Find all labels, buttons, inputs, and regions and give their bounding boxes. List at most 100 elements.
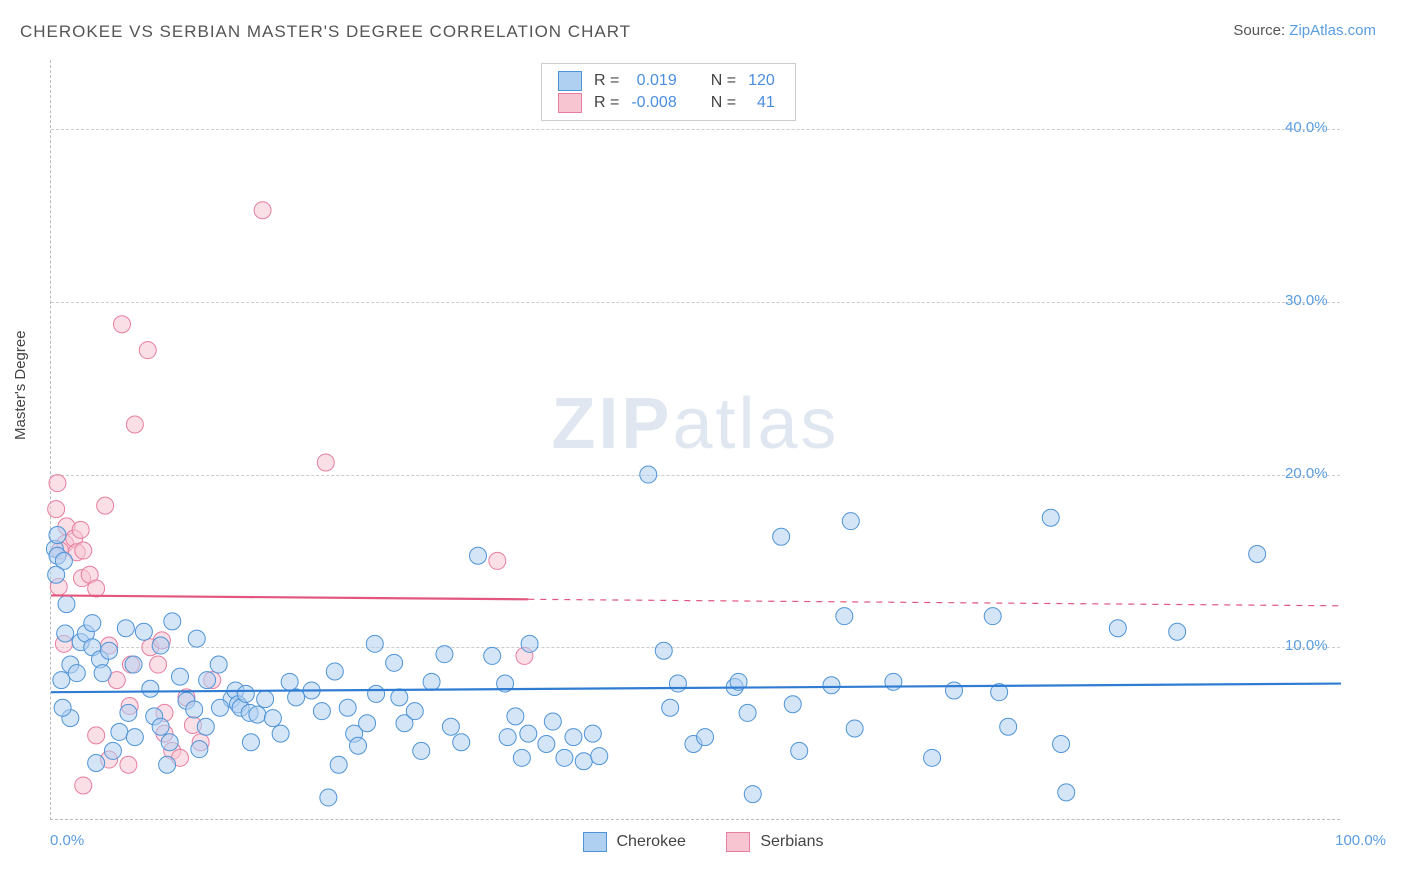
data-point [413,742,430,759]
legend-row-cherokee: R = 0.019 N = 120 [552,70,781,92]
data-point [281,673,298,690]
data-point [68,665,85,682]
data-point [272,725,289,742]
data-point [88,755,105,772]
data-point [1249,546,1266,563]
data-point [584,725,601,742]
data-point [139,342,156,359]
r-value-cherokee: 0.019 [625,70,682,92]
data-point [313,703,330,720]
data-point [120,756,137,773]
data-point [88,727,105,744]
legend-label-serbians: Serbians [760,833,823,851]
data-point [655,642,672,659]
chart-title: CHEROKEE VS SERBIAN MASTER'S DEGREE CORR… [20,22,631,42]
data-point [423,673,440,690]
legend-item-serbians: Serbians [726,832,823,852]
data-point [242,734,259,751]
data-point [368,685,385,702]
data-point [53,672,70,689]
source-label: Source: [1233,22,1289,39]
data-point [88,580,105,597]
data-point [391,689,408,706]
data-point [94,665,111,682]
data-point [191,741,208,758]
data-point [97,497,114,514]
data-point [54,699,71,716]
data-point [484,647,501,664]
data-point [104,742,121,759]
data-point [513,749,530,766]
data-point [330,756,347,773]
data-point [453,734,470,751]
data-point [125,656,142,673]
legend-label-cherokee: Cherokee [617,833,686,851]
data-point [126,729,143,746]
n-value-serbians: 41 [742,92,781,114]
data-point [469,547,486,564]
data-point [662,699,679,716]
data-point [120,704,137,721]
data-point [199,672,216,689]
data-point [117,620,134,637]
data-point [556,749,573,766]
data-point [257,691,274,708]
data-point [150,656,167,673]
data-point [72,521,89,538]
source-link[interactable]: ZipAtlas.com [1289,22,1376,39]
data-point [49,527,66,544]
data-point [406,703,423,720]
plot-area: ZIPatlas R = 0.019 N = 120 R = -0.008 [50,60,1340,820]
data-point [836,608,853,625]
y-tick-label: 40.0% [1285,119,1328,136]
data-point [254,202,271,219]
data-point [210,656,227,673]
y-axis-title: Master's Degree [12,330,29,440]
data-point [842,513,859,530]
source-attribution: Source: ZipAtlas.com [1233,22,1376,39]
data-point [264,710,281,727]
data-point [188,630,205,647]
data-point [436,646,453,663]
data-point [1042,509,1059,526]
data-point [126,416,143,433]
swatch-serbians-icon [726,832,750,852]
data-point [350,737,367,754]
data-point [111,723,128,740]
data-point [48,501,65,518]
data-point [565,729,582,746]
data-point [744,786,761,803]
r-label: R = [588,70,625,92]
data-point [366,635,383,652]
data-point [591,748,608,765]
data-point [521,635,538,652]
data-point [784,696,801,713]
legend-row-serbians: R = -0.008 N = 41 [552,92,781,114]
swatch-cherokee-icon [583,832,607,852]
data-point [75,542,92,559]
data-point [186,701,203,718]
data-point [697,729,714,746]
data-point [152,718,169,735]
data-point [924,749,941,766]
correlation-legend: R = 0.019 N = 120 R = -0.008 N = 41 [541,63,796,121]
data-point [211,699,228,716]
data-point [159,756,176,773]
data-point [823,677,840,694]
y-tick-label: 30.0% [1285,292,1328,309]
data-point [846,720,863,737]
trend-line [51,595,528,599]
series-legend: Cherokee Serbians [0,832,1406,857]
data-point [575,753,592,770]
data-point [142,680,159,697]
swatch-cherokee [558,71,582,91]
data-point [197,718,214,735]
data-point [161,734,178,751]
trend-line-extrapolated [528,599,1341,606]
data-point [538,736,555,753]
data-point [791,742,808,759]
data-point [1000,718,1017,735]
data-point [339,699,356,716]
data-point [386,654,403,671]
data-point [507,708,524,725]
